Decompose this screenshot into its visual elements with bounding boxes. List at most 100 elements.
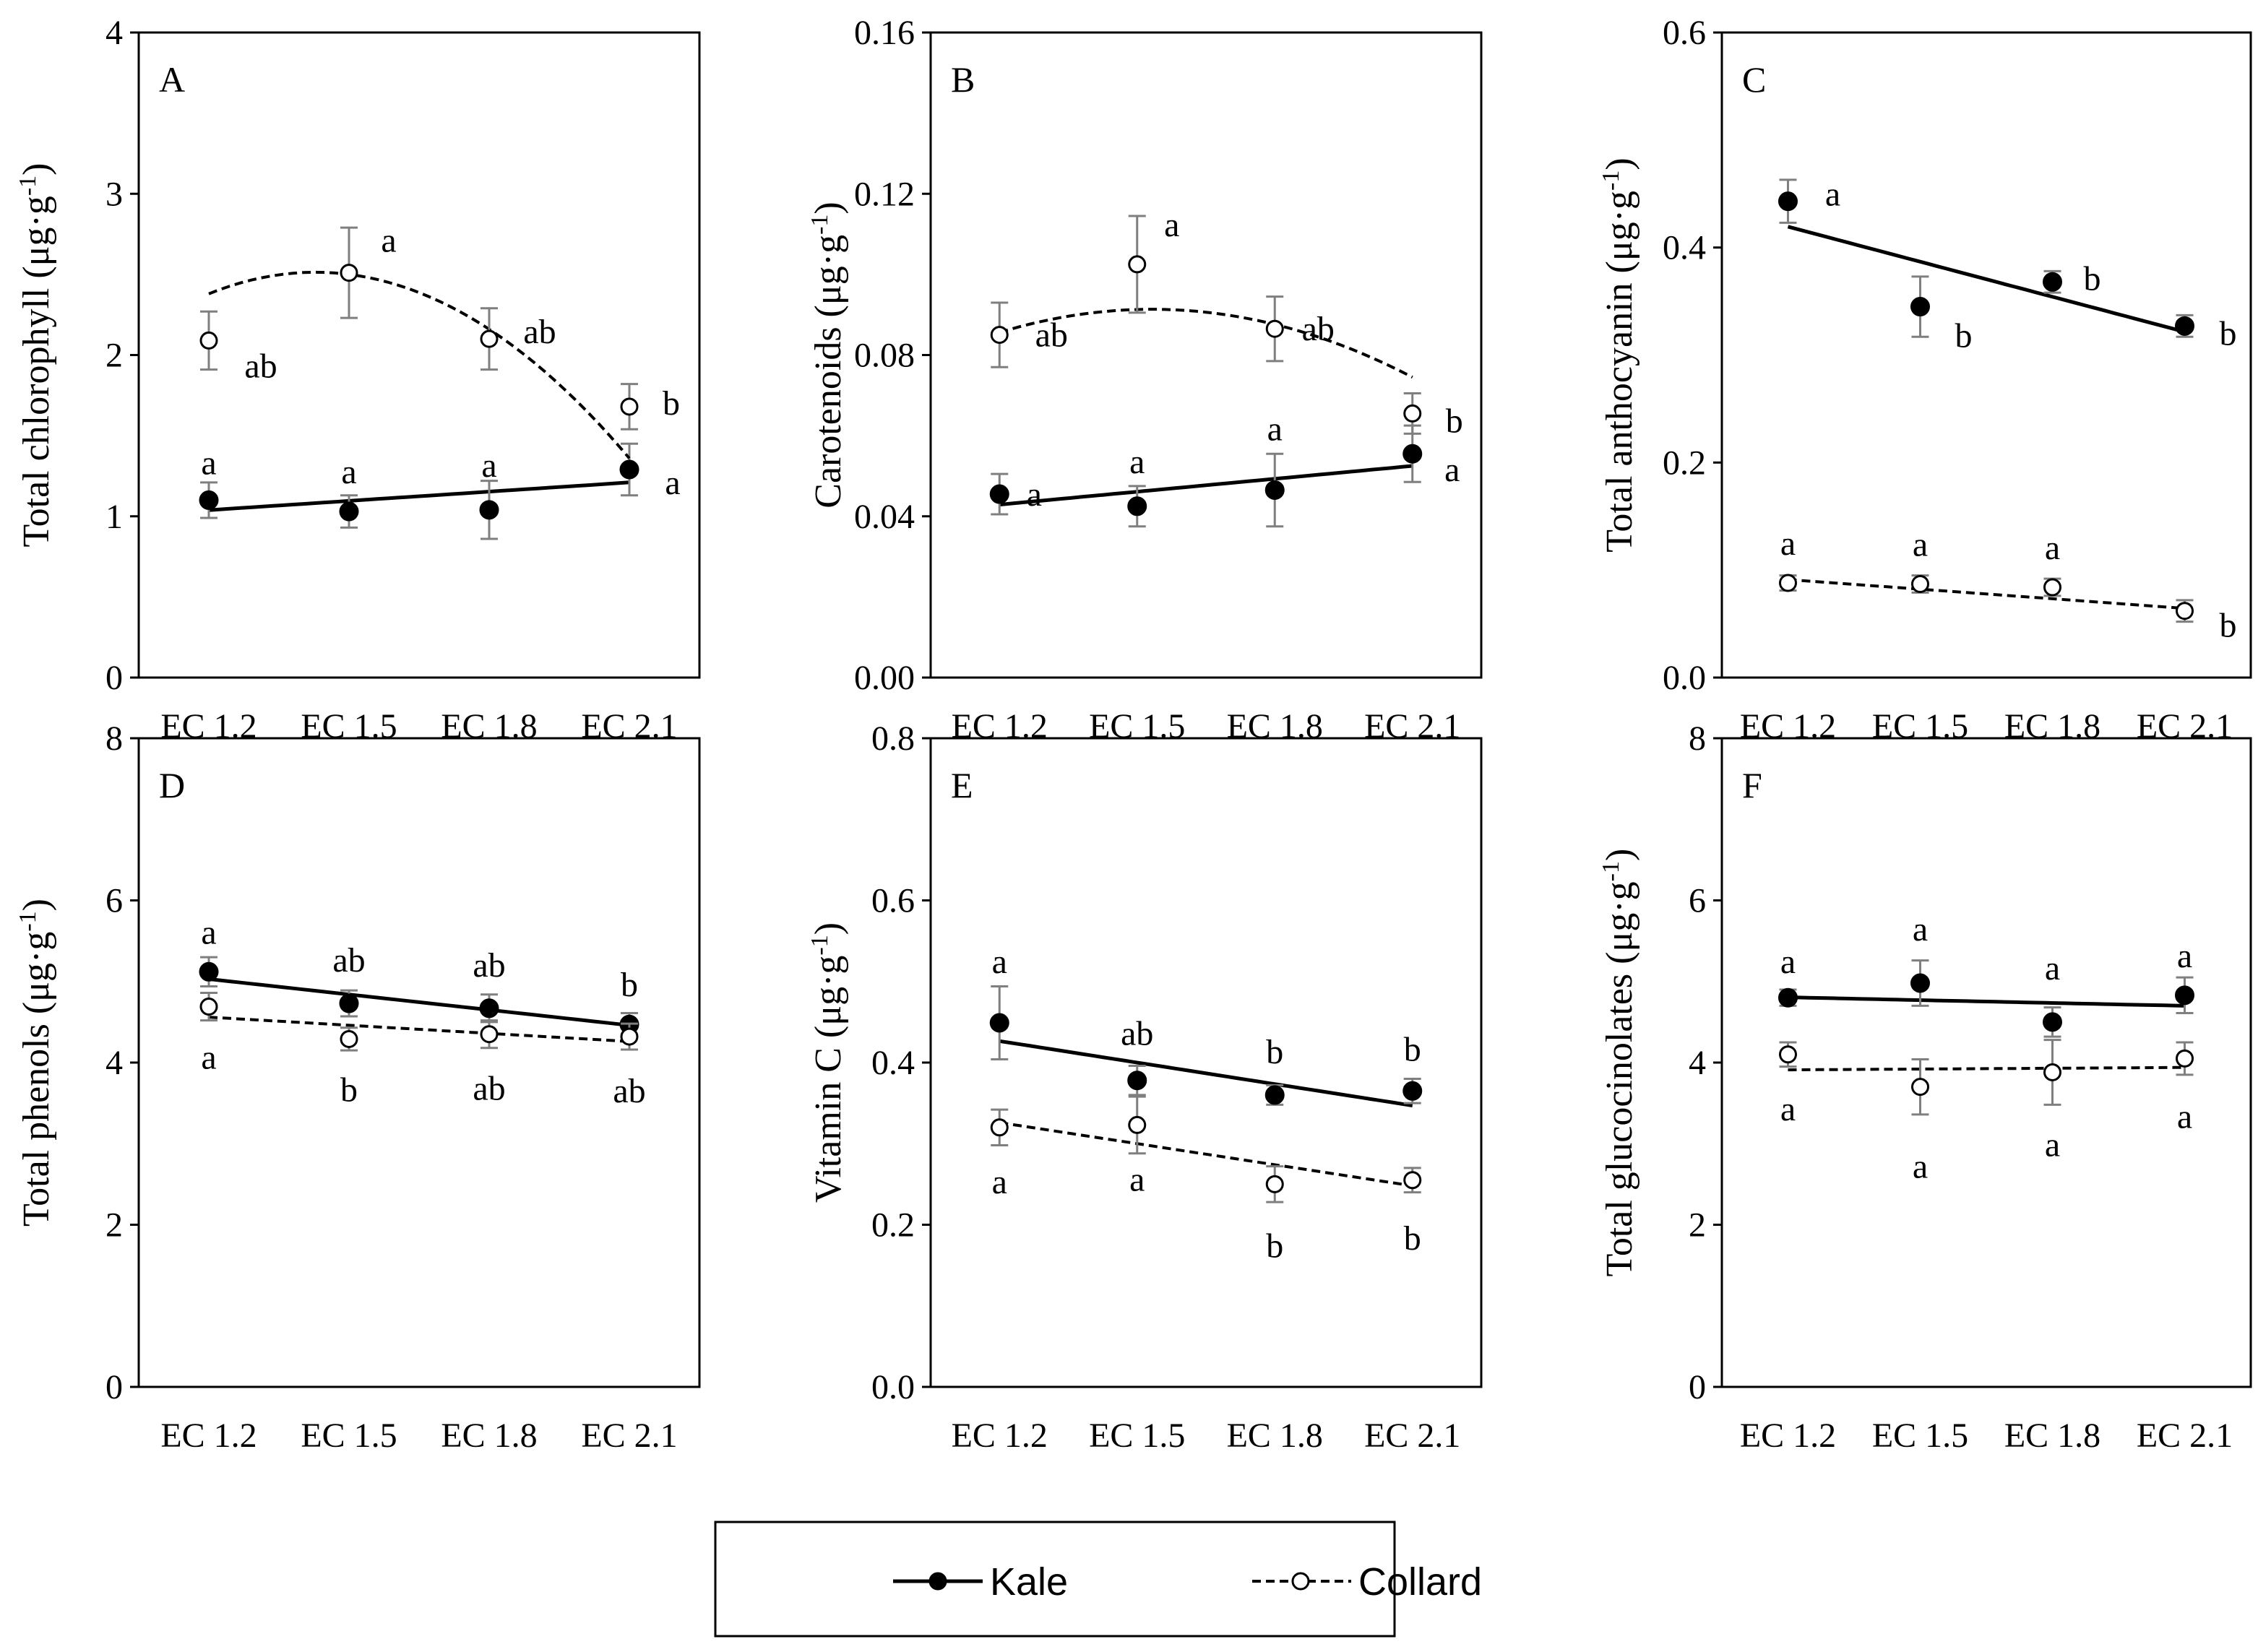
trend-line-collard (208, 1016, 630, 1043)
significance-letter: a (1129, 443, 1145, 481)
panel-label: C (1742, 59, 1766, 100)
series-collard: a a a b (1779, 524, 2237, 645)
significance-letter: a (1780, 524, 1796, 563)
significance-letter: a (2045, 1125, 2060, 1164)
trend-line-kale (1787, 225, 2186, 334)
significance-letter: a (665, 464, 680, 502)
significance-letter: b (1955, 317, 1973, 355)
x-tick-label: EC 1.5 (1872, 707, 1968, 745)
significance-letter: b (340, 1071, 358, 1109)
x-tick-label: EC 2.1 (1364, 707, 1460, 745)
x-tick-label: EC 1.8 (1227, 1417, 1323, 1455)
x-tick-label: EC 2.1 (581, 1417, 677, 1455)
significance-letter: a (1444, 451, 1460, 489)
y-tick-label: 8 (105, 719, 123, 758)
data-point-kale (1127, 496, 1147, 516)
data-point-kale (2175, 985, 2194, 1006)
data-point-kale (479, 998, 499, 1019)
panel-label: E (951, 765, 973, 805)
y-tick-label: 4 (1689, 1044, 1706, 1082)
data-point-collard (2176, 602, 2194, 620)
significance-letter: a (1825, 176, 1840, 214)
significance-letter: a (1913, 526, 1928, 564)
plot-frame (137, 737, 701, 1388)
y-tick-label: 2 (105, 337, 123, 375)
chart-panel-e: 0.0 0.2 0.4 0.6 0.8 EC 1.2 EC 1.5 EC 1.8 EC 2.1 E… (806, 719, 1483, 1455)
data-point-kale (199, 490, 219, 510)
panel-label: D (159, 765, 185, 805)
significance-letter: a (2045, 529, 2060, 567)
y-tick-label: 0.6 (871, 882, 915, 920)
y-tick-label: 0.00 (854, 659, 915, 697)
chart-panel-d: 0 2 4 6 8 EC 1.2 EC 1.5 EC 1.8 EC 2.1 D Total phen… (14, 719, 701, 1455)
data-point-kale (1778, 987, 1798, 1008)
plot-frame (1720, 31, 2252, 679)
legend-collard-marker (1291, 1572, 1310, 1591)
x-tick-label: EC 1.2 (160, 1417, 257, 1455)
significance-letter: a (992, 943, 1007, 981)
significance-letter: a (992, 1163, 1007, 1201)
y-axis-label: Total glucocinolates (μg·g-1) (1598, 849, 1641, 1277)
y-tick-label: 0.2 (1663, 444, 1706, 482)
data-point-kale (619, 459, 639, 480)
x-tick-label: EC 1.8 (2004, 707, 2100, 745)
significance-letter: a (1780, 943, 1796, 981)
significance-letter: a (201, 1039, 216, 1077)
trend-line-kale (999, 464, 1413, 507)
legend-collard-label: Collard (1358, 1560, 1482, 1604)
panels: 0 1 2 3 4 EC 1.2 EC 1.5 EC 1.8 EC 2.1 A Total chlo… (14, 14, 2252, 1455)
significance-letter: a (2177, 937, 2192, 975)
significance-letter: ab (613, 1072, 645, 1110)
x-tick-label: EC 1.5 (301, 707, 397, 745)
data-point-collard (480, 329, 499, 348)
significance-letter: a (2045, 949, 2060, 987)
legend-box (714, 1521, 1396, 1638)
data-point-kale (1264, 480, 1285, 500)
data-point-kale (2043, 1012, 2062, 1032)
data-point-kale (2043, 272, 2062, 292)
data-point-collard (1779, 1045, 1797, 1064)
significance-letter: b (1446, 402, 1463, 440)
series-collard: ab a ab b (990, 206, 1463, 440)
data-point-collard (1911, 575, 1929, 594)
significance-letter: b (1404, 1219, 1421, 1258)
significance-letter: ab (1035, 316, 1068, 355)
data-point-collard (1403, 404, 1422, 423)
legend-kale-marker (928, 1572, 947, 1591)
data-point-collard (1128, 1115, 1147, 1134)
significance-letter: a (1129, 1160, 1145, 1198)
data-point-kale (339, 501, 359, 522)
y-tick-label: 0.4 (871, 1044, 915, 1082)
data-point-kale (199, 961, 219, 982)
data-point-collard (990, 1118, 1009, 1137)
data-point-collard (199, 331, 218, 350)
trend-line-kale (208, 977, 630, 1027)
y-tick-label: 0.2 (871, 1206, 915, 1245)
y-tick-label: 0.04 (854, 498, 915, 536)
significance-letter: b (1266, 1227, 1283, 1265)
chart-panel-c: 0.0 0.2 0.4 0.6 EC 1.2 EC 1.5 EC 1.8 EC 2.1 C Tot… (1598, 14, 2252, 745)
x-tick-label: EC 1.2 (1740, 1417, 1836, 1455)
x-tick-label: EC 1.2 (1740, 707, 1836, 745)
significance-letter: a (341, 453, 356, 491)
data-point-kale (1402, 1081, 1423, 1101)
significance-letter: ab (523, 313, 556, 351)
y-axis-label: Total anthocyanin (μg·g-1) (1598, 157, 1641, 552)
significance-letter: a (481, 446, 496, 485)
data-point-collard (1403, 1171, 1422, 1190)
x-tick-label: EC 1.8 (1227, 707, 1323, 745)
y-tick-label: 4 (105, 1044, 123, 1082)
significance-letter: b (621, 966, 638, 1004)
significance-letter: b (2084, 259, 2101, 298)
significance-letter: ab (1302, 310, 1335, 348)
series-collard: a a b b (990, 1095, 1422, 1265)
series-kale: a b b b (1778, 176, 2237, 355)
series-collard: ab ab ab (199, 991, 646, 1110)
y-axis-label: Total phenols (μg·g-1) (14, 899, 58, 1227)
y-tick-label: 0 (105, 1368, 123, 1406)
x-tick-label: EC 1.5 (1089, 1417, 1185, 1455)
significance-letter: a (201, 444, 216, 482)
y-tick-label: 0.12 (854, 175, 915, 213)
